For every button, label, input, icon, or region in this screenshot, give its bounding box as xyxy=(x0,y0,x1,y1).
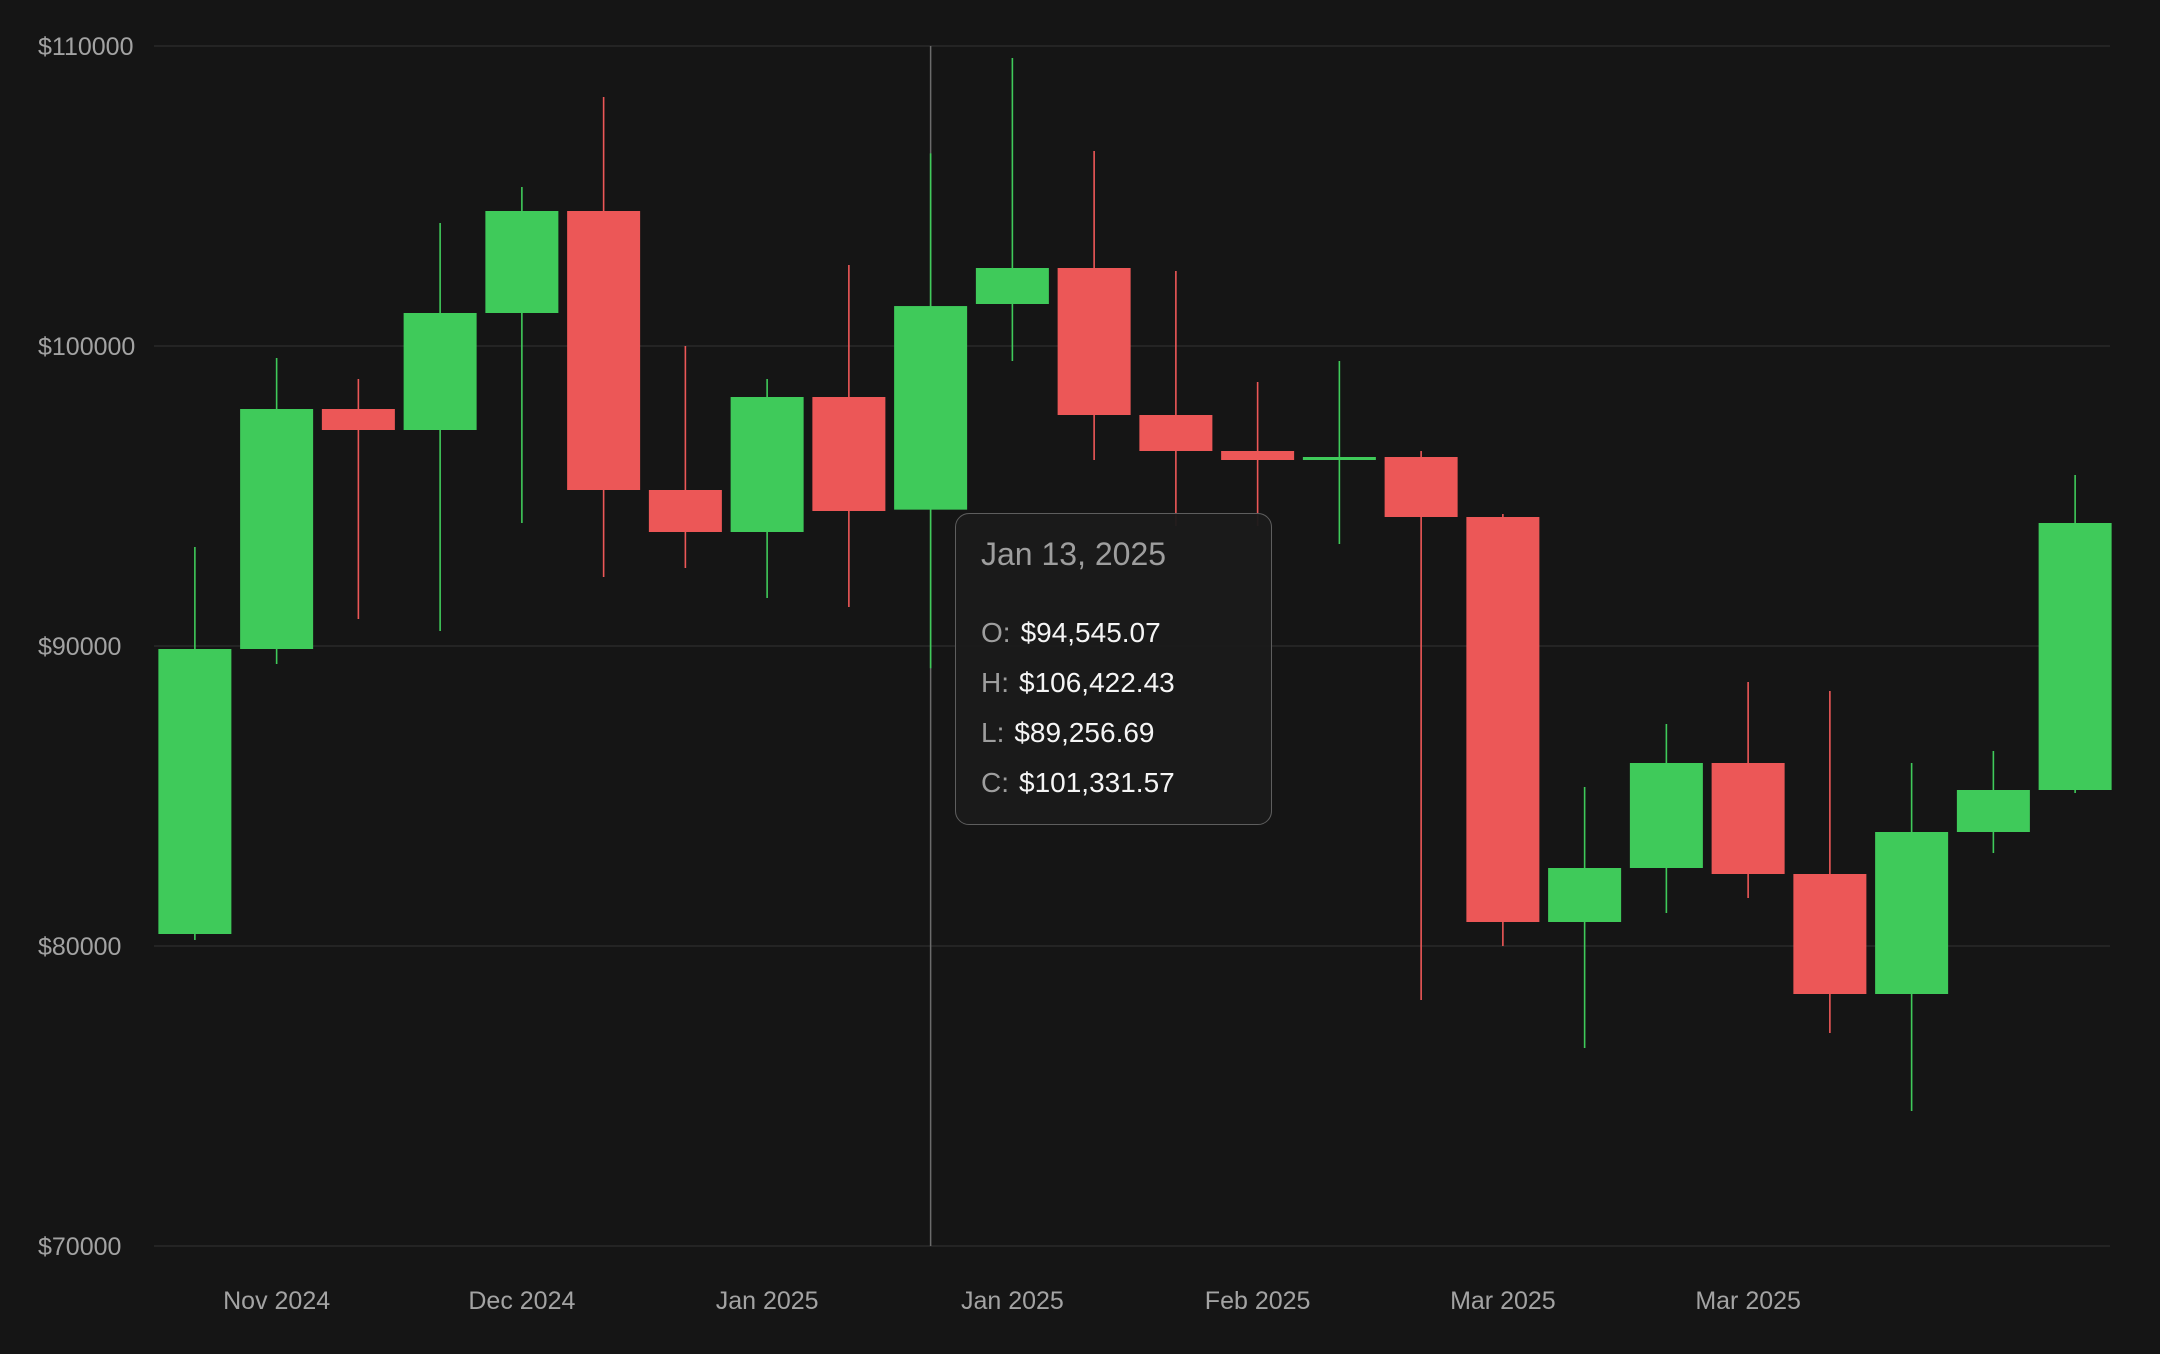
candle-up[interactable] xyxy=(403,223,477,631)
tooltip-low-row: L: $89,256.69 xyxy=(981,708,1246,758)
candle-body xyxy=(1139,415,1213,451)
candle-body xyxy=(1711,763,1785,874)
x-tick-label: Feb 2025 xyxy=(1205,1287,1311,1315)
candle-down[interactable] xyxy=(567,97,641,577)
candle-body xyxy=(1793,874,1867,994)
candle-body xyxy=(1466,517,1540,922)
tooltip-low-label: L: xyxy=(981,717,1005,748)
candle-body xyxy=(567,211,641,490)
candle-down[interactable] xyxy=(1711,682,1785,898)
tooltip-open-value: $94,545.07 xyxy=(1020,617,1161,648)
candle-body xyxy=(894,306,968,510)
tooltip-high-row: H: $106,422.43 xyxy=(981,658,1246,708)
candle-body xyxy=(1302,457,1376,460)
candle-body xyxy=(240,409,314,649)
candle-down[interactable] xyxy=(321,379,395,619)
tooltip-low-value: $89,256.69 xyxy=(1014,717,1155,748)
x-tick-label: Mar 2025 xyxy=(1695,1287,1801,1315)
candle-body xyxy=(403,313,477,430)
candle-body xyxy=(485,211,559,313)
candle-up[interactable] xyxy=(485,187,559,523)
x-tick-label: Nov 2024 xyxy=(223,1287,330,1315)
candle-body xyxy=(1221,451,1295,460)
candle-up[interactable] xyxy=(730,379,804,598)
tooltip-high-label: H: xyxy=(981,667,1009,698)
candle-up[interactable] xyxy=(2038,475,2112,793)
tooltip-open-label: O: xyxy=(981,617,1011,648)
tooltip-close-row: C: $101,331.57 xyxy=(981,758,1246,808)
candle-body xyxy=(1629,763,1703,868)
candle-up[interactable] xyxy=(1875,763,1949,1111)
x-tick-label: Dec 2024 xyxy=(468,1287,575,1315)
candle-body xyxy=(2038,523,2112,790)
candle-down[interactable] xyxy=(648,346,722,568)
y-tick-label: $100000 xyxy=(38,333,135,361)
tooltip-high-value: $106,422.43 xyxy=(1019,667,1175,698)
candle-body xyxy=(1875,832,1949,994)
candle-up[interactable] xyxy=(894,153,968,669)
x-tick-label: Jan 2025 xyxy=(961,1287,1064,1315)
ohlc-tooltip: Jan 13, 2025 O: $94,545.07 H: $106,422.43 … xyxy=(955,513,1272,825)
candle-down[interactable] xyxy=(812,265,886,607)
y-tick-label: $70000 xyxy=(38,1233,121,1261)
y-tick-label: $90000 xyxy=(38,633,121,661)
tooltip-date: Jan 13, 2025 xyxy=(981,536,1167,572)
y-tick-label: $110000 xyxy=(38,33,133,61)
candles[interactable] xyxy=(158,58,2112,1111)
candle-body xyxy=(321,409,395,430)
candle-up[interactable] xyxy=(1548,787,1622,1048)
candle-body xyxy=(1057,268,1131,415)
candle-up[interactable] xyxy=(1629,724,1703,913)
y-tick-label: $80000 xyxy=(38,933,121,961)
tooltip-close-label: C: xyxy=(981,767,1009,798)
candle-down[interactable] xyxy=(1384,451,1458,1000)
candle-body xyxy=(1548,868,1622,922)
candle-body xyxy=(812,397,886,511)
candle-up[interactable] xyxy=(158,547,232,940)
candle-body xyxy=(1384,457,1458,517)
y-axis: $110000 $100000 $90000 $80000 $70000 xyxy=(38,33,135,1261)
tooltip-close-value: $101,331.57 xyxy=(1019,767,1175,798)
candle-up[interactable] xyxy=(240,358,314,664)
candle-up[interactable] xyxy=(975,58,1049,361)
candle-up[interactable] xyxy=(1302,361,1376,544)
candle-down[interactable] xyxy=(1057,151,1131,460)
candle-down[interactable] xyxy=(1466,514,1540,946)
candle-body xyxy=(730,397,804,532)
candle-down[interactable] xyxy=(1793,691,1867,1033)
candle-body xyxy=(158,649,232,934)
candle-body xyxy=(975,268,1049,304)
x-tick-label: Jan 2025 xyxy=(716,1287,819,1315)
candle-body xyxy=(648,490,722,532)
tooltip-open-row: O: $94,545.07 xyxy=(981,608,1246,658)
candle-down[interactable] xyxy=(1139,271,1213,526)
x-axis: Nov 2024 Dec 2024 Jan 2025 Jan 2025 Feb 2025… xyxy=(223,1287,1801,1315)
x-tick-label: Mar 2025 xyxy=(1450,1287,1556,1315)
candle-body xyxy=(1956,790,2030,832)
candle-up[interactable] xyxy=(1956,751,2030,853)
candle-down[interactable] xyxy=(1221,382,1295,526)
